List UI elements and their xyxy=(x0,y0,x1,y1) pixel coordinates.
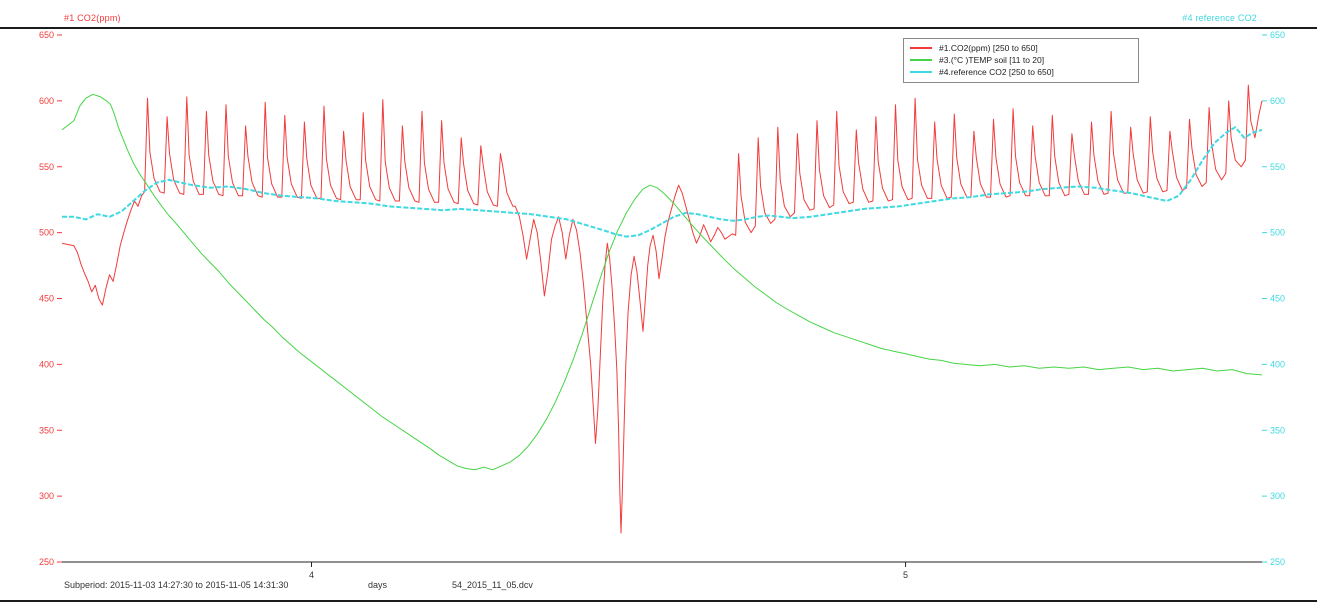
y-tick-label-right: 350 xyxy=(1270,425,1285,435)
y-tick-label-right: 500 xyxy=(1270,228,1285,238)
y-tick-label-right: 300 xyxy=(1270,491,1285,501)
right-axis-title: #4 reference CO2 xyxy=(1182,13,1257,23)
top-divider xyxy=(0,27,1317,29)
legend-swatch xyxy=(910,59,932,61)
y-tick-label-left: 300 xyxy=(39,491,54,501)
legend-item-reference-co2: #4.reference CO2 [250 to 650] xyxy=(910,66,1132,78)
legend-item-co2: #1.CO2(ppm) [250 to 650] xyxy=(910,42,1132,54)
legend-box: #1.CO2(ppm) [250 to 650] #3.(°C )TEMP so… xyxy=(903,38,1139,83)
y-tick-label-left: 550 xyxy=(39,162,54,172)
y-tick-label-left: 650 xyxy=(39,30,54,40)
data-filename-label: 54_2015_11_05.dcv xyxy=(452,580,533,590)
y-tick-label-right: 450 xyxy=(1270,294,1285,304)
legend-swatch xyxy=(910,71,932,73)
left-axis-title: #1 CO2(ppm) xyxy=(64,13,121,23)
subperiod-label: Subperiod: 2015-11-03 14:27:30 to 2015-1… xyxy=(64,580,289,590)
x-unit-label: days xyxy=(368,580,388,590)
legend-label: #1.CO2(ppm) [250 to 650] xyxy=(939,43,1038,53)
x-tick-label: 4 xyxy=(309,570,314,580)
legend-swatch xyxy=(910,47,932,49)
y-tick-label-right: 600 xyxy=(1270,96,1285,106)
y-tick-label-right: 250 xyxy=(1270,557,1285,567)
series-reference-co2 xyxy=(62,126,1263,238)
y-tick-label-left: 500 xyxy=(39,228,54,238)
legend-item-temp-soil: #3.(°C )TEMP soil [11 to 20] xyxy=(910,54,1132,66)
y-tick-label-left: 250 xyxy=(39,557,54,567)
series-co2 xyxy=(61,84,1263,534)
y-tick-label-right: 400 xyxy=(1270,359,1285,369)
y-tick-label-left: 400 xyxy=(39,359,54,369)
series-temp-soil xyxy=(61,93,1263,471)
y-tick-label-left: 450 xyxy=(39,294,54,304)
y-tick-label-right: 550 xyxy=(1270,162,1285,172)
legend-label: #3.(°C )TEMP soil [11 to 20] xyxy=(939,55,1045,65)
y-tick-label-left: 350 xyxy=(39,425,54,435)
y-tick-label-right: 650 xyxy=(1270,30,1285,40)
y-tick-label-left: 600 xyxy=(39,96,54,106)
x-tick-label: 5 xyxy=(903,570,908,580)
legend-label: #4.reference CO2 [250 to 650] xyxy=(939,67,1054,77)
bottom-divider xyxy=(0,600,1317,602)
